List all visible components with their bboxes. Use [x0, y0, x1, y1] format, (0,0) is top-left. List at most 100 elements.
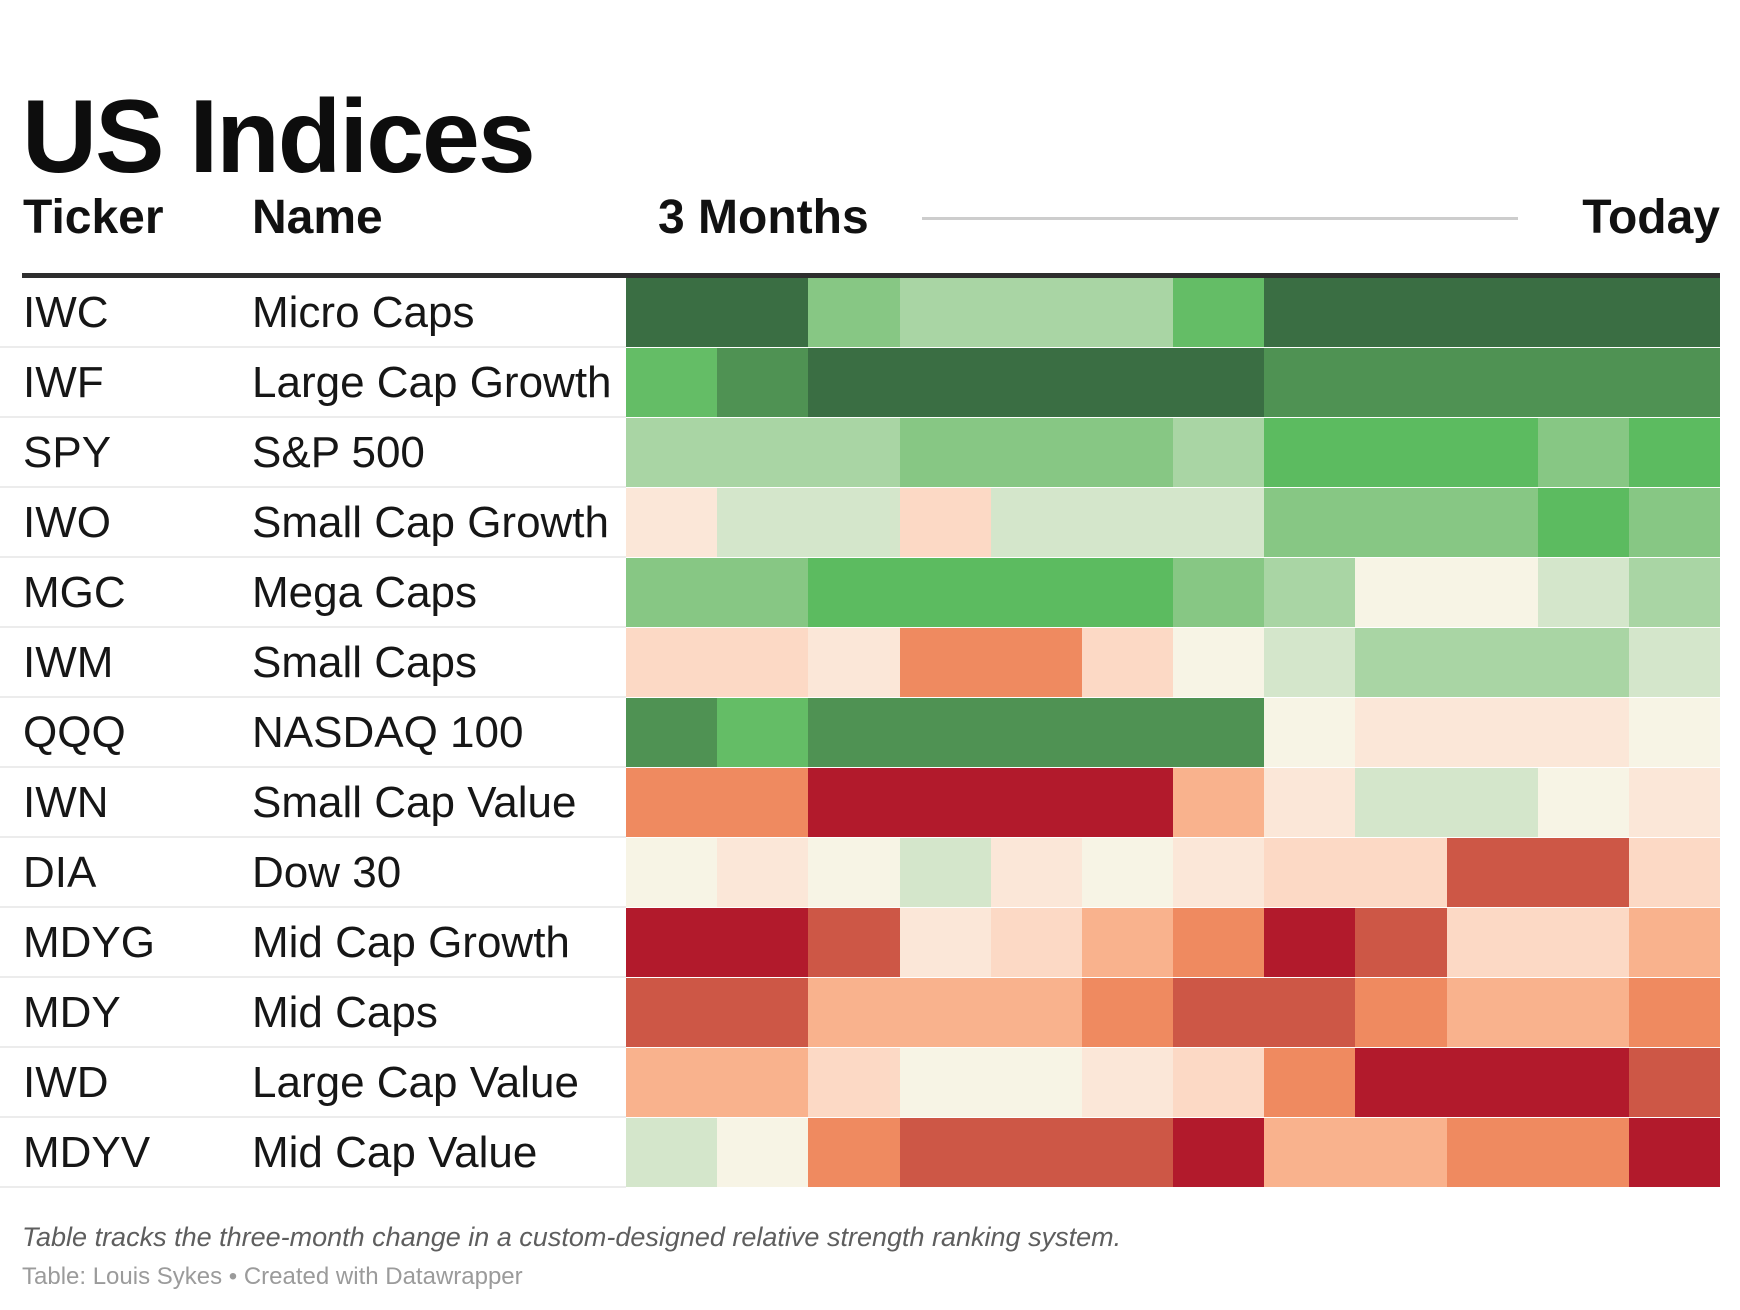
- heat-cell: [717, 978, 809, 1047]
- heat-cell: [1446, 418, 1538, 487]
- name-cell: Mid Cap Growth: [252, 918, 570, 967]
- heatmap-strip: [626, 908, 1721, 977]
- heat-cell: [1081, 978, 1174, 1047]
- heat-cell: [990, 558, 1082, 627]
- table-row: IWO Small Cap Growth: [0, 488, 1740, 558]
- name-cell: Small Cap Value: [252, 778, 577, 827]
- heat-cell: [899, 418, 991, 487]
- heat-cell: [808, 908, 900, 977]
- heat-cell: [1081, 1118, 1174, 1187]
- heat-cell: [808, 838, 900, 907]
- heat-cell: [1537, 698, 1629, 767]
- heat-cell: [717, 908, 809, 977]
- heatmap-strip: [626, 558, 1721, 627]
- row-separator: [0, 1046, 626, 1048]
- heat-cell: [1355, 838, 1447, 907]
- heat-cell: [717, 418, 809, 487]
- heat-cell: [1081, 348, 1174, 417]
- heat-cell: [990, 1118, 1082, 1187]
- heat-cell: [626, 838, 718, 907]
- heat-cell: [1446, 348, 1538, 417]
- ticker-cell: DIA: [23, 848, 97, 897]
- heat-cell: [1628, 488, 1721, 557]
- heat-cell: [808, 1048, 900, 1117]
- heat-cell: [1628, 1048, 1721, 1117]
- heat-cell: [1355, 278, 1447, 347]
- heat-cell: [1173, 1048, 1265, 1117]
- heat-cell: [626, 768, 718, 837]
- name-cell: Mega Caps: [252, 568, 478, 617]
- row-separator: [0, 906, 626, 908]
- heat-cell: [717, 558, 809, 627]
- heat-cell: [899, 1118, 991, 1187]
- heat-cell: [1173, 838, 1265, 907]
- heat-cell: [1355, 558, 1447, 627]
- heat-cell: [1264, 488, 1356, 557]
- ticker-cell: IWM: [23, 638, 114, 687]
- heat-cell: [1081, 698, 1174, 767]
- heatmap-strip: [626, 1048, 1721, 1117]
- column-header-name: Name: [252, 191, 383, 244]
- heat-cell: [899, 698, 991, 767]
- heat-cell: [1537, 418, 1629, 487]
- heat-cell: [1264, 768, 1356, 837]
- heat-cell: [626, 278, 718, 347]
- heat-cell: [626, 978, 718, 1047]
- table-row: IWM Small Caps: [0, 628, 1740, 698]
- heat-cell: [1537, 978, 1629, 1047]
- row-separator: [0, 556, 626, 558]
- heat-cell: [990, 908, 1082, 977]
- heat-cell: [1446, 558, 1538, 627]
- row-separator: [0, 696, 626, 698]
- name-cell: Small Cap Growth: [252, 498, 610, 547]
- row-separator: [0, 836, 626, 838]
- table-row: IWD Large Cap Value: [0, 1048, 1740, 1118]
- heat-cell: [626, 698, 718, 767]
- ticker-cell: IWC: [23, 288, 109, 337]
- heat-cell: [899, 1048, 991, 1117]
- heat-cell: [990, 628, 1082, 697]
- heat-cell: [990, 768, 1082, 837]
- heat-cell: [1446, 628, 1538, 697]
- heat-cell: [1446, 488, 1538, 557]
- name-cell: Dow 30: [252, 848, 402, 897]
- heat-cell: [1628, 348, 1721, 417]
- heat-cell: [1628, 418, 1721, 487]
- table-row: SPY S&P 500: [0, 418, 1740, 488]
- heat-cell: [1628, 768, 1721, 837]
- heat-cell: [1264, 1118, 1356, 1187]
- heatmap-strip: [626, 348, 1721, 417]
- heat-cell: [626, 558, 718, 627]
- heat-cell: [990, 488, 1082, 557]
- table-row: DIA Dow 30: [0, 838, 1740, 908]
- name-cell: Large Cap Value: [252, 1058, 579, 1107]
- heat-cell: [1628, 628, 1721, 697]
- heat-cell: [1264, 278, 1356, 347]
- heat-cell: [626, 418, 718, 487]
- heat-cell: [1355, 978, 1447, 1047]
- ticker-cell: MGC: [23, 568, 126, 617]
- heat-cell: [808, 488, 900, 557]
- table-row: MDY Mid Caps: [0, 978, 1740, 1048]
- heat-cell: [1537, 1118, 1629, 1187]
- heat-cell: [899, 768, 991, 837]
- heat-cell: [1628, 978, 1721, 1047]
- heat-cell: [1081, 278, 1174, 347]
- heat-cell: [1628, 908, 1721, 977]
- ticker-cell: MDYG: [23, 918, 155, 967]
- heat-cell: [1628, 698, 1721, 767]
- table-row: IWF Large Cap Growth: [0, 348, 1740, 418]
- heat-cell: [808, 628, 900, 697]
- heat-cell: [1537, 278, 1629, 347]
- heat-cell: [1264, 558, 1356, 627]
- heat-cell: [808, 278, 900, 347]
- heat-cell: [899, 978, 991, 1047]
- row-separator: [0, 1116, 626, 1118]
- heat-cell: [1628, 558, 1721, 627]
- heat-cell: [808, 768, 900, 837]
- heat-cell: [1537, 558, 1629, 627]
- heat-cell: [1355, 908, 1447, 977]
- heat-cell: [717, 488, 809, 557]
- heat-cell: [1173, 1118, 1265, 1187]
- ticker-cell: QQQ: [23, 708, 126, 757]
